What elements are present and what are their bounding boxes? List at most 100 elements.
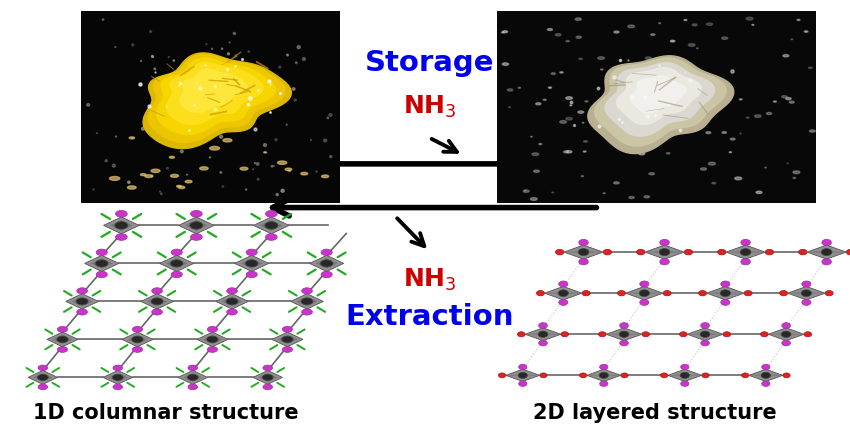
Ellipse shape: [783, 55, 789, 57]
Circle shape: [302, 288, 312, 294]
Circle shape: [320, 260, 333, 267]
Circle shape: [113, 365, 122, 371]
Circle shape: [539, 323, 547, 328]
Circle shape: [112, 375, 123, 381]
Ellipse shape: [264, 152, 267, 153]
Ellipse shape: [508, 107, 511, 108]
Ellipse shape: [791, 39, 793, 40]
Ellipse shape: [663, 123, 668, 125]
Ellipse shape: [264, 144, 267, 146]
Circle shape: [579, 239, 588, 246]
Ellipse shape: [327, 117, 329, 118]
Ellipse shape: [622, 89, 629, 91]
Ellipse shape: [294, 99, 297, 101]
Polygon shape: [309, 255, 343, 271]
Ellipse shape: [219, 135, 223, 138]
Ellipse shape: [740, 99, 742, 100]
Ellipse shape: [696, 48, 698, 49]
Circle shape: [518, 332, 525, 337]
Circle shape: [799, 250, 807, 255]
Circle shape: [663, 291, 672, 296]
Circle shape: [681, 364, 689, 370]
Ellipse shape: [628, 25, 635, 28]
Circle shape: [282, 326, 292, 332]
Polygon shape: [525, 333, 561, 336]
Ellipse shape: [144, 175, 152, 177]
Circle shape: [741, 239, 751, 246]
Circle shape: [580, 373, 586, 378]
Circle shape: [151, 298, 163, 305]
Circle shape: [518, 364, 527, 370]
Ellipse shape: [636, 104, 638, 105]
Ellipse shape: [292, 88, 295, 90]
Ellipse shape: [536, 103, 541, 105]
Circle shape: [281, 336, 293, 343]
Ellipse shape: [206, 44, 207, 45]
Circle shape: [640, 281, 649, 287]
Polygon shape: [104, 217, 139, 234]
Polygon shape: [525, 328, 561, 341]
Polygon shape: [631, 76, 686, 113]
Ellipse shape: [93, 189, 94, 190]
Polygon shape: [545, 287, 582, 300]
Ellipse shape: [692, 24, 697, 26]
Circle shape: [207, 347, 218, 352]
Polygon shape: [241, 258, 263, 269]
Ellipse shape: [502, 31, 507, 33]
Ellipse shape: [279, 66, 280, 68]
Polygon shape: [184, 220, 208, 231]
Circle shape: [57, 336, 68, 343]
Ellipse shape: [598, 57, 604, 59]
Polygon shape: [788, 291, 825, 295]
Circle shape: [599, 364, 608, 370]
Ellipse shape: [269, 96, 271, 97]
Ellipse shape: [316, 171, 317, 172]
Ellipse shape: [583, 151, 586, 152]
Ellipse shape: [700, 168, 706, 170]
Ellipse shape: [804, 31, 807, 32]
Text: Storage: Storage: [365, 49, 494, 77]
Circle shape: [188, 384, 197, 390]
Ellipse shape: [730, 138, 735, 140]
Ellipse shape: [178, 186, 184, 189]
Polygon shape: [260, 220, 283, 231]
Ellipse shape: [767, 112, 772, 114]
Circle shape: [802, 290, 812, 297]
Ellipse shape: [105, 160, 107, 162]
Ellipse shape: [789, 101, 794, 103]
Circle shape: [171, 271, 182, 277]
Circle shape: [96, 249, 107, 256]
Ellipse shape: [329, 114, 332, 116]
Polygon shape: [726, 250, 765, 254]
Ellipse shape: [102, 19, 104, 21]
Ellipse shape: [746, 117, 749, 118]
Circle shape: [263, 365, 273, 371]
Polygon shape: [807, 245, 847, 259]
Circle shape: [116, 211, 128, 217]
Ellipse shape: [180, 125, 184, 128]
Circle shape: [561, 332, 569, 337]
Ellipse shape: [271, 165, 273, 167]
Polygon shape: [122, 332, 153, 347]
Circle shape: [660, 239, 669, 246]
Polygon shape: [202, 335, 223, 344]
Polygon shape: [141, 294, 173, 309]
Ellipse shape: [706, 132, 711, 134]
Circle shape: [58, 326, 67, 332]
Ellipse shape: [128, 181, 130, 184]
Polygon shape: [564, 250, 604, 254]
Polygon shape: [184, 373, 202, 382]
Circle shape: [620, 323, 628, 328]
Circle shape: [38, 384, 48, 390]
Circle shape: [598, 332, 606, 337]
Ellipse shape: [128, 186, 136, 189]
Circle shape: [640, 299, 649, 305]
Circle shape: [190, 234, 202, 240]
Ellipse shape: [566, 40, 570, 42]
Circle shape: [301, 298, 313, 305]
Ellipse shape: [180, 150, 184, 153]
Ellipse shape: [649, 173, 654, 175]
Ellipse shape: [765, 167, 767, 168]
Circle shape: [152, 309, 162, 315]
Ellipse shape: [663, 110, 665, 111]
